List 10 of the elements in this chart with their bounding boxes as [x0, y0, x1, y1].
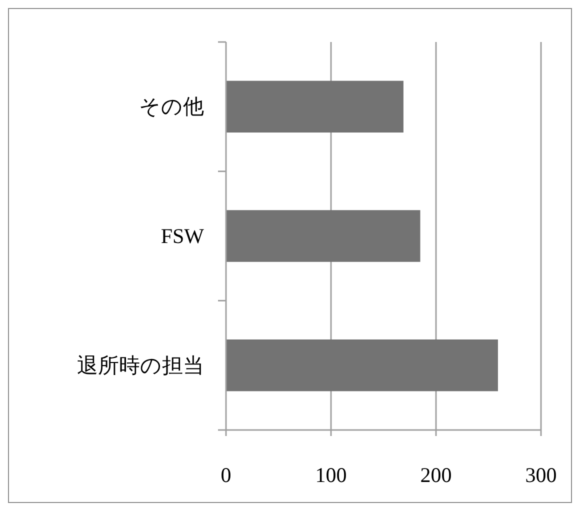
bar: [226, 80, 404, 133]
x-tick-label: 100: [315, 463, 347, 487]
x-tick-label: 0: [220, 463, 232, 487]
bar: [226, 210, 420, 262]
x-tick-label: 200: [420, 463, 452, 487]
bar: [226, 339, 498, 392]
y-tick-label: その他: [139, 94, 204, 119]
y-tick-label: 退所時の担当: [77, 353, 204, 378]
y-tick-label: FSW: [160, 224, 204, 248]
x-tick-label: 300: [525, 463, 557, 487]
